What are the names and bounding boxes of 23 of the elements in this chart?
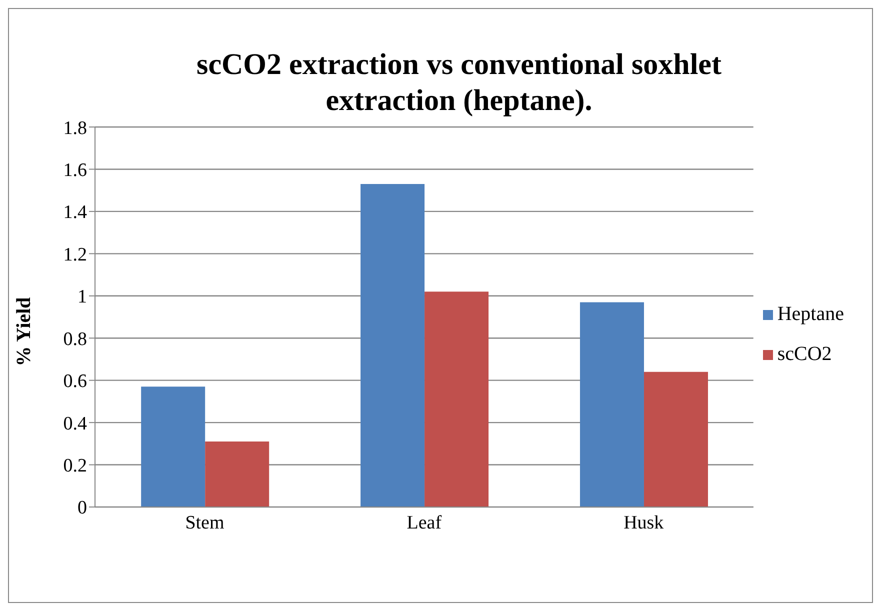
bar xyxy=(360,184,425,507)
legend-label: Heptane xyxy=(777,303,844,325)
bar xyxy=(644,372,708,507)
bar xyxy=(141,386,206,507)
y-tick-label: 0.4 xyxy=(63,413,88,434)
y-tick-label: 0.6 xyxy=(63,371,87,392)
y-tick-label: 0.8 xyxy=(63,328,87,350)
bar xyxy=(424,292,489,507)
y-tick-label: 1 xyxy=(78,286,87,308)
x-tick-label: Leaf xyxy=(406,512,442,534)
legend-label: scCO2 xyxy=(777,343,832,365)
y-tick-label: 1.6 xyxy=(63,160,87,181)
bar xyxy=(580,302,644,507)
y-tick-label: 1.8 xyxy=(63,118,87,139)
y-tick-label: 1.4 xyxy=(63,202,88,224)
y-tick-label: 0 xyxy=(78,498,87,519)
y-tick-label: 1.2 xyxy=(63,244,87,266)
bar xyxy=(205,442,270,507)
x-tick-label: Husk xyxy=(624,512,664,534)
chart-title: scCO2 extraction vs conventional soxhlet extraction (heptane). xyxy=(196,47,722,119)
y-axis-title: % Yield xyxy=(12,297,36,366)
y-tick-label: 0.2 xyxy=(63,456,87,477)
x-tick-label: Stem xyxy=(185,512,224,534)
